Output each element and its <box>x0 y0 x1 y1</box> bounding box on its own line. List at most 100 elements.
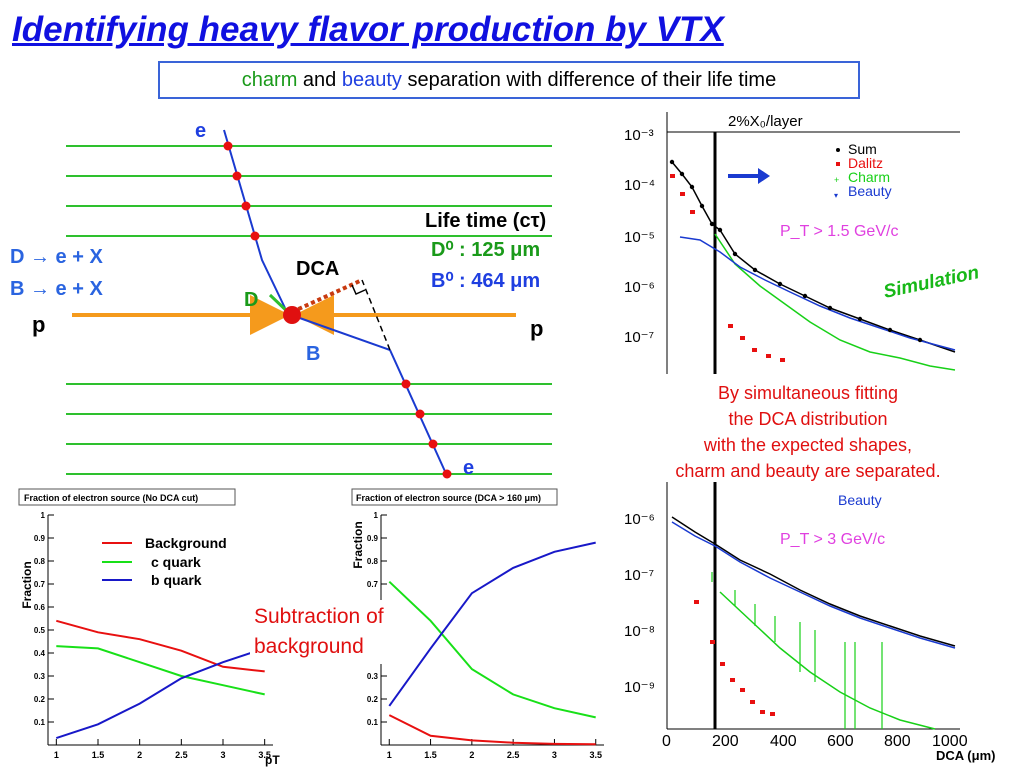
legend-sum: Sum <box>848 141 877 157</box>
legend-charm: Charm <box>848 169 890 185</box>
hit-point <box>401 379 411 389</box>
subtraction-annotation: Subtraction of background <box>250 600 388 664</box>
subtitle-box: charm and beauty separation with differe… <box>158 61 860 99</box>
legend-marker-beauty: ▾ <box>834 191 838 200</box>
dca-xtick: 600 <box>827 733 854 750</box>
y-tick-label: 0.2 <box>367 695 379 704</box>
series-line-c-quark <box>388 580 596 719</box>
y-tick-label: 0.8 <box>34 557 46 566</box>
dca-top-ytick: 10⁻⁵ <box>624 229 655 246</box>
x-tick-label: 2.5 <box>175 750 188 760</box>
x-tick-label: 1.5 <box>424 750 437 760</box>
dalitz-point <box>770 712 775 716</box>
fit-annotation-line: the DCA distribution <box>728 409 888 429</box>
dca-top-ytick: 10⁻³ <box>624 127 654 144</box>
sum-point <box>709 221 715 227</box>
dalitz-point <box>740 688 745 692</box>
dalitz-point <box>720 662 725 666</box>
legend-dalitz: Dalitz <box>848 155 883 171</box>
x-tick-label: 2 <box>469 750 474 760</box>
decay-b-label: B → e + X <box>10 278 103 300</box>
series-line-c-quark <box>56 645 265 696</box>
sum-point <box>857 316 863 322</box>
fit-annotation-line: charm and beauty are separated. <box>675 461 941 481</box>
legend-beauty-bottom: Beauty <box>838 492 882 508</box>
series-line-b-quark <box>388 541 596 707</box>
dca-top-ytick: 10⁻⁷ <box>624 329 654 346</box>
y-tick-label: 1 <box>41 511 46 520</box>
dalitz-point <box>694 600 699 604</box>
charm-fit-top <box>714 233 956 371</box>
y-tick-label: 0.3 <box>367 672 379 681</box>
series-line-b-quark <box>55 647 266 740</box>
y-tick-label: 0.9 <box>34 534 46 543</box>
sum-point <box>699 203 705 209</box>
legend-c-quark: c quark <box>151 554 201 570</box>
y-tick-label: 0.2 <box>34 695 46 704</box>
chart-title: Fraction of electron source (No DCA cut) <box>24 493 198 503</box>
dca-bottom-ytick: 10⁻⁹ <box>624 679 655 696</box>
series-line-background <box>388 714 596 746</box>
x-tick-label: 2.5 <box>507 750 520 760</box>
y-tick-label: 0.9 <box>367 534 379 543</box>
series-line-background <box>56 619 265 673</box>
dalitz-point <box>780 358 785 362</box>
chart-title-box <box>351 488 558 506</box>
right-angle-marker <box>351 284 366 295</box>
subtraction-line: background <box>254 635 364 658</box>
beauty-fit-bottom <box>671 521 956 649</box>
electron-label-bottom: e <box>463 457 474 479</box>
y-tick-label: 0.5 <box>34 626 46 635</box>
hit-point <box>250 231 260 241</box>
subtitle-rest: separation with difference of their life… <box>401 69 777 91</box>
dca-xtick: 200 <box>712 733 739 750</box>
y-tick-label: 0.1 <box>34 718 46 727</box>
dca-top-pt-cut: P_T > 1.5 GeV/c <box>780 223 898 240</box>
d-meson-label: D <box>244 289 258 311</box>
hit-points <box>223 141 452 479</box>
y-tick-label: 1 <box>374 511 379 520</box>
legend-beauty: Beauty <box>848 183 892 199</box>
x-tick-label: 1 <box>54 750 59 760</box>
sum-point <box>732 251 738 257</box>
sum-point <box>827 305 833 311</box>
legend-background: Background <box>145 535 227 551</box>
dca-plot-top-frame <box>620 112 960 374</box>
dca-bottom-ytick: 10⁻⁶ <box>624 511 655 528</box>
b-meson-track <box>293 315 391 351</box>
subtitle-charm: charm <box>241 69 298 91</box>
chart-title: Fraction of electron source (DCA > 160 μ… <box>356 493 541 503</box>
dalitz-point <box>740 336 745 340</box>
dca-top-ytick: 10⁻⁶ <box>624 279 655 296</box>
x-tick-label: 1.5 <box>92 750 105 760</box>
subtitle-and: and <box>297 69 342 91</box>
dalitz-point <box>728 324 733 328</box>
subtraction-line: Subtraction of <box>254 605 384 628</box>
y-tick-label: 0.1 <box>367 718 379 727</box>
sum-point <box>887 327 893 333</box>
detector-layers <box>66 145 552 475</box>
dca-xtick: 0 <box>662 733 671 750</box>
electron-label-top: e <box>195 120 206 142</box>
x-tick-label: 3 <box>552 750 557 760</box>
dca-bottom-pt-cut: P_T > 3 GeV/c <box>780 531 885 548</box>
hit-point <box>232 171 242 181</box>
legend-marker-sum <box>836 148 840 152</box>
dalitz-point <box>690 210 695 214</box>
sum-point <box>669 159 675 165</box>
sum-point <box>917 337 923 343</box>
sum-point <box>777 281 783 287</box>
fit-note-background <box>620 374 1024 404</box>
dalitz-point <box>710 640 715 644</box>
vtx-decay-diagram: e e D → e + X B → e + X p p DCA D B Life… <box>10 120 552 479</box>
dalitz-point <box>752 348 757 352</box>
collision-vertex <box>283 306 301 324</box>
x-tick-label: 3.5 <box>589 750 602 760</box>
dca-plot-bottom-frame <box>620 482 960 740</box>
track-extrapolation <box>361 279 391 351</box>
dalitz-point <box>750 700 755 704</box>
dca-distribution-plots: 2%X₀/layer 10⁻³ 10⁻⁴ 10⁻⁵ 10⁻⁶ 10⁻⁷ 1 + … <box>620 112 1024 763</box>
hit-point <box>415 409 425 419</box>
hit-point <box>428 439 438 449</box>
x-tick-label: 3.5 <box>258 750 271 760</box>
